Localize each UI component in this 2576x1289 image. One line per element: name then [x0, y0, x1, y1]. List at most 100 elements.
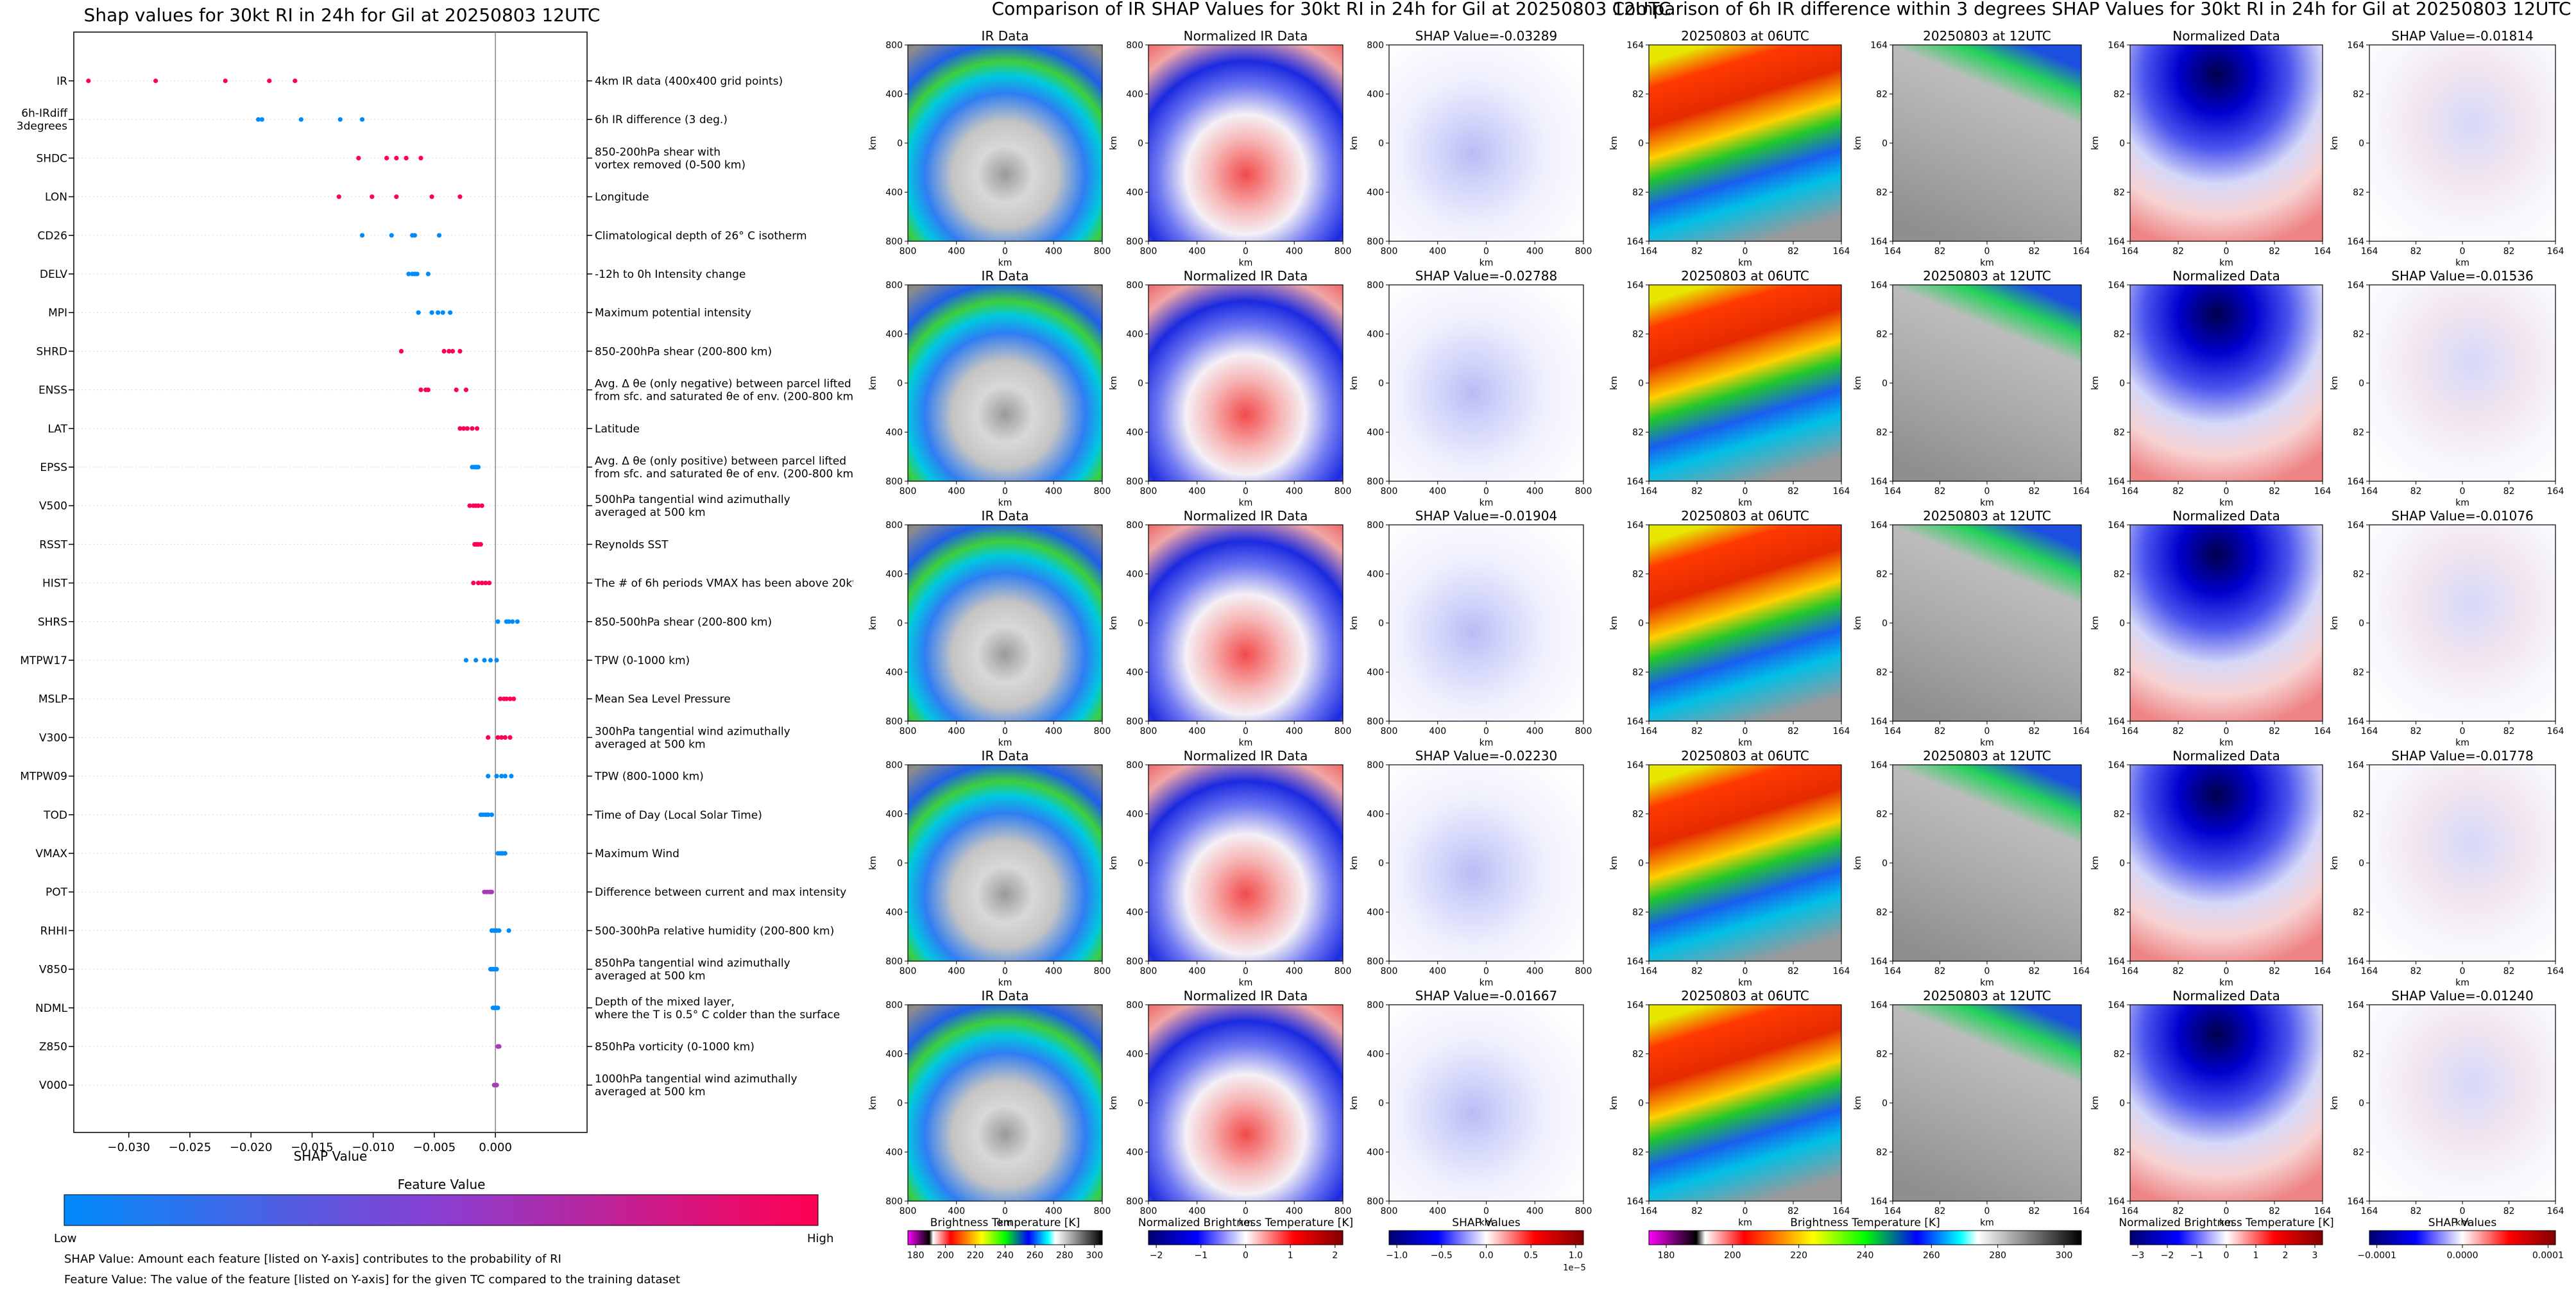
panel-x-axis-label: km — [998, 738, 1012, 748]
colorbar-tick-label: 0.5 — [1524, 1251, 1538, 1261]
panel-y-tick-label: 0 — [2119, 858, 2125, 869]
panel-x-tick-label: 164 — [1833, 246, 1850, 257]
panel-x-tick-label: 0 — [1483, 1206, 1489, 1216]
shap-point — [153, 78, 158, 83]
panel-x-tick-label: 164 — [2122, 246, 2139, 257]
panel-y-axis-label: km — [2330, 136, 2340, 150]
panel-y-tick-label: 800 — [885, 1000, 903, 1011]
panel-y-tick-label: 400 — [885, 428, 903, 438]
panel-y-tick-label: 400 — [885, 570, 903, 580]
panel-x-tick-label: 800 — [1094, 966, 1111, 977]
panel-y-axis-label: km — [1853, 616, 1863, 630]
panel-x-tick-label: 82 — [2172, 1206, 2184, 1216]
panel-image-ir-data — [907, 524, 1103, 722]
panel-y-tick-label: 164 — [2347, 717, 2364, 727]
feature-value-title: Feature Value — [398, 1177, 486, 1192]
shap-point — [461, 426, 466, 431]
panel-x-tick-label: 0 — [2460, 726, 2466, 737]
panel-y-tick-label: 800 — [1126, 477, 1143, 487]
panel-x-tick-label: 0 — [2460, 246, 2466, 257]
colorbar-tick-label: −1.0 — [1386, 1251, 1408, 1261]
panel-image-diff-shap — [2369, 44, 2556, 242]
x-tick-label: 0.000 — [479, 1141, 512, 1154]
feature-description-label: Latitude — [595, 423, 640, 436]
panel-image-ir-shap — [1388, 524, 1584, 722]
feature-name-label: MTPW17 — [20, 654, 67, 667]
panel-y-tick-label: 400 — [1367, 1050, 1384, 1060]
feature-value-low-label: Low — [54, 1232, 76, 1245]
panel-x-axis-label: km — [1738, 738, 1752, 748]
shap-point — [486, 735, 491, 740]
panel-y-tick-label: 164 — [1626, 957, 1644, 967]
panel-y-tick-label: 82 — [2113, 90, 2125, 100]
panel-x-tick-label: 82 — [2029, 1206, 2040, 1216]
feature-name-label: ENSS — [38, 384, 67, 397]
shap-point — [489, 812, 495, 817]
panel-y-tick-label: 82 — [2353, 668, 2364, 678]
feature-description-label: Time of Day (Local Solar Time) — [594, 809, 762, 822]
panel-y-axis-label: km — [2330, 1096, 2340, 1110]
panel-x-tick-label: 164 — [2547, 246, 2564, 257]
panel-image-diff-12utc — [1892, 524, 2082, 722]
panel-x-tick-label: 800 — [900, 726, 917, 737]
panel-image-diff-normalized — [2129, 1004, 2323, 1202]
panel-image-diff-12utc — [1892, 284, 2082, 482]
colorbar-tick-label: 200 — [1724, 1251, 1741, 1261]
panel-x-tick-label: 82 — [1787, 246, 1799, 257]
shap-point — [511, 696, 516, 701]
shap-point — [483, 581, 488, 586]
panel-title: Normalized Data — [2172, 28, 2280, 44]
panel-y-tick-label: 82 — [2113, 330, 2125, 340]
panel-image-diff-06utc — [1648, 1004, 1842, 1202]
shap-point — [356, 155, 361, 160]
panel-title: Normalized IR Data — [1184, 268, 1308, 284]
x-tick-label: −0.020 — [230, 1141, 273, 1154]
panel-x-tick-label: 800 — [900, 966, 917, 977]
shap-point — [502, 774, 508, 779]
panel-x-tick-label: 0 — [1483, 726, 1489, 737]
panel-x-tick-label: 164 — [1884, 486, 1902, 497]
panel-x-tick-label: 82 — [2410, 486, 2422, 497]
panel-image-diff-06utc — [1648, 524, 1842, 722]
panel-x-tick-label: 164 — [2361, 1206, 2378, 1216]
panel-x-tick-label: 82 — [2172, 726, 2184, 737]
panel-y-tick-label: 164 — [2108, 520, 2125, 531]
shap-point — [298, 117, 303, 122]
panel-y-tick-label: 800 — [1126, 957, 1143, 967]
colorbar-tick-label: 1 — [1288, 1251, 1293, 1261]
shap-point — [441, 348, 447, 354]
panel-y-axis-label: km — [868, 136, 878, 150]
panel-x-tick-label: 164 — [2361, 726, 2378, 737]
feature-description-label: The # of 6h periods VMAX has been above … — [594, 577, 853, 590]
panel-y-tick-label: 0 — [1882, 379, 1888, 389]
panel-x-tick-label: 400 — [1526, 726, 1544, 737]
panel-x-tick-label: 82 — [1691, 726, 1703, 737]
colorbar-tick-label: 3 — [2312, 1251, 2318, 1261]
shap-point — [447, 348, 452, 354]
panel-image-ir-normalized — [1148, 44, 1343, 242]
panel-x-tick-label: 82 — [1691, 486, 1703, 497]
panel-x-tick-label: 0 — [1483, 966, 1489, 977]
colorbar — [2369, 1230, 2556, 1245]
panel-x-tick-label: 800 — [1335, 1206, 1352, 1216]
panel-y-tick-label: 164 — [1626, 717, 1644, 727]
panel-x-tick-label: 0 — [2224, 246, 2230, 257]
panel-y-tick-label: 164 — [1626, 237, 1644, 247]
panel-y-tick-label: 82 — [1876, 90, 1888, 100]
panel-y-tick-label: 0 — [897, 619, 903, 629]
panel-x-axis-label: km — [1480, 258, 1494, 268]
panel-x-tick-label: 800 — [1381, 1206, 1398, 1216]
panel-y-tick-label: 800 — [885, 957, 903, 967]
shap-point — [406, 271, 411, 277]
panel-y-tick-label: 82 — [1876, 1050, 1888, 1060]
panel-x-tick-label: 400 — [1188, 1206, 1206, 1216]
panel-y-tick-label: 400 — [1126, 908, 1143, 918]
diff-comparison-title: Comparison of 6h IR difference within 3 … — [1612, 0, 2572, 19]
panel-x-tick-label: 400 — [1526, 486, 1544, 497]
panel-y-tick-label: 164 — [2108, 1197, 2125, 1207]
feature-description-label: 850-200hPa shear with vortex removed (0-5… — [595, 146, 746, 171]
shap-point — [429, 194, 434, 200]
shap-point — [495, 735, 500, 740]
panel-x-axis-label: km — [1480, 738, 1494, 748]
panel-x-tick-label: 82 — [1934, 1206, 1946, 1216]
